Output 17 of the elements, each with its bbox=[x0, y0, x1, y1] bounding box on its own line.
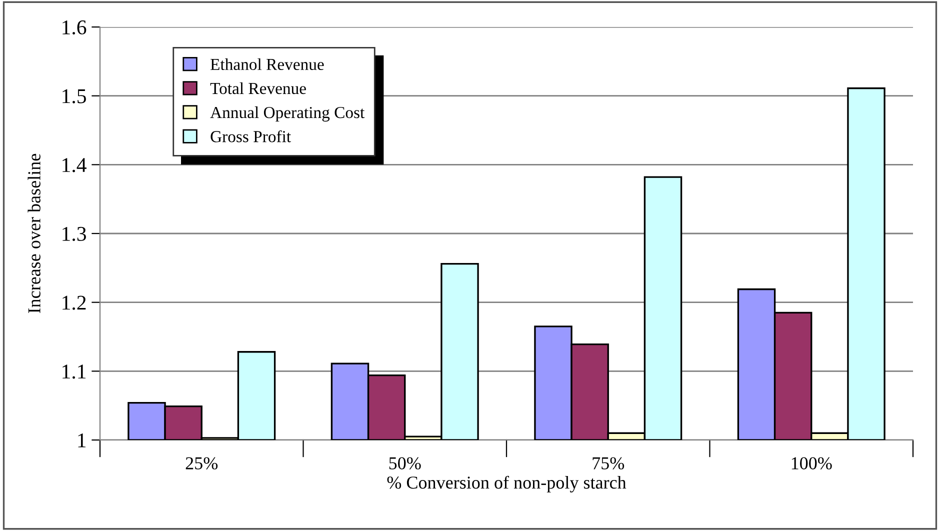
y-tick-label: 1.2 bbox=[62, 296, 86, 310]
y-tick-label: 1.4 bbox=[62, 158, 86, 172]
x-tick-label: 75% bbox=[592, 457, 624, 470]
x-tick-label: 25% bbox=[186, 457, 218, 470]
x-axis-title: % Conversion of non-poly starch bbox=[387, 476, 626, 492]
legend-label: Annual Operating Cost bbox=[210, 106, 365, 122]
legend-label: Gross Profit bbox=[210, 130, 291, 142]
y-tick-label: 1 bbox=[78, 433, 86, 448]
legend-label: Ethanol Revenue bbox=[210, 58, 324, 70]
y-tick-label: 1.6 bbox=[62, 20, 86, 35]
x-tick-label: 100% bbox=[792, 457, 832, 470]
y-tick-label: 1.3 bbox=[62, 226, 86, 242]
legend-label: Total Revenue bbox=[210, 82, 306, 94]
y-axis-title: Increase over baseline bbox=[28, 154, 40, 314]
y-tick-label: 1.5 bbox=[62, 89, 86, 104]
x-tick-label: 50% bbox=[389, 457, 421, 470]
y-tick-label: 1.1 bbox=[62, 364, 86, 379]
